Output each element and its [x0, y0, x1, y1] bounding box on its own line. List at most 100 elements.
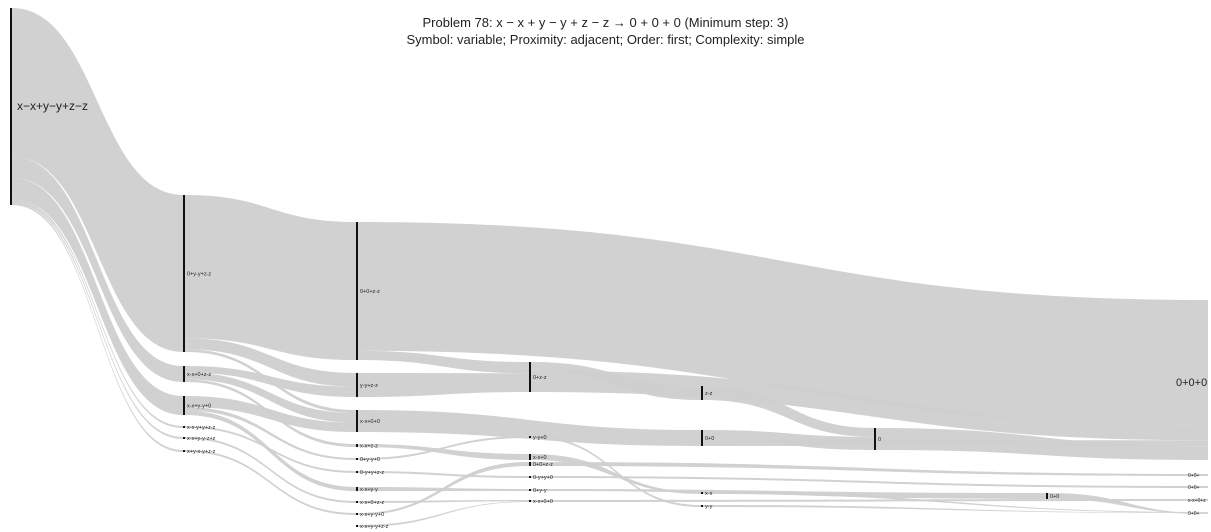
sankey-node-label: x-x+y-y — [360, 487, 378, 493]
sankey-link-n26-n34 — [703, 492, 1208, 513]
sankey-node-label: 0+0+0 — [1176, 377, 1207, 389]
sankey-nodes — [10, 8, 1048, 527]
sankey-links — [12, 8, 1208, 527]
sankey-node-label: x-x+0+0 — [360, 419, 380, 425]
sankey-link-n16-n23 — [358, 501, 529, 527]
sankey-link-n28-n30 — [876, 428, 1208, 460]
sankey-link-n0-n6 — [12, 203, 183, 452]
sankey-link-n11-n18 — [358, 436, 529, 460]
sankey-node-label: 0+0+ — [1188, 511, 1199, 517]
sankey-link-n24-n28 — [703, 386, 874, 437]
sankey-link-n27-n34 — [703, 505, 1208, 514]
sankey-link-n1-n7 — [185, 195, 356, 360]
sankey-node-label: x-x+y-y+0 — [187, 404, 211, 410]
sankey-node-label: y-y+z-z — [360, 383, 378, 389]
sankey-node-n3 — [183, 396, 185, 415]
chart-title: Problem 78: x − x + y − y + z − z → 0 + … — [0, 14, 1211, 48]
sankey-node-n12 — [356, 471, 358, 473]
sankey-node-label: x-x+0+z — [1188, 498, 1206, 504]
sankey-node-label: y-y — [705, 504, 713, 510]
sankey-link-n5-n14 — [185, 437, 356, 503]
title-line-2: Symbol: variable; Proximity: adjacent; O… — [406, 32, 805, 47]
sankey-node-n17 — [529, 362, 531, 392]
sankey-labels: x−x+y−y+z−z 0+y-y+z-z x-x+0+z-z x-x+y-y+0 x-… — [17, 99, 1207, 530]
sankey-node-label: y-y+0 — [533, 435, 547, 441]
sankey-link-n14-n23 — [358, 500, 529, 503]
sankey-link-n2-n9 — [185, 372, 356, 423]
sankey-node-n29 — [1046, 493, 1048, 499]
sankey-link-n0-n2 — [12, 156, 183, 382]
sankey-node-label: x−x+y−y+z−z — [17, 99, 88, 113]
sankey-node-label: x-x-y+y+z-z — [187, 425, 216, 431]
sankey-link-n10-n19 — [358, 444, 529, 460]
sankey-link-n21-n32 — [531, 476, 1208, 488]
sankey-node-label: x-x+y-y+z-z — [360, 524, 389, 530]
sankey-node-label: x-x+y-y+0 — [360, 512, 384, 518]
sankey-node-n1 — [183, 195, 185, 352]
sankey-node-n0 — [10, 8, 12, 205]
sankey-link-n8-n17 — [358, 373, 529, 397]
sankey-node-n10 — [356, 444, 358, 447]
sankey-link-n9-n25 — [358, 410, 701, 446]
sankey-node-label: 0+0 — [1050, 494, 1059, 500]
sankey-node-n21 — [529, 476, 531, 478]
sankey-node-n2 — [183, 366, 185, 382]
sankey-node-label: 0+0+ — [1188, 485, 1199, 491]
sankey-node-label: x-x+0 — [533, 455, 547, 461]
sankey-node-label: x-x+0+z-z — [187, 372, 211, 378]
sankey-node-n11 — [356, 458, 358, 460]
sankey-node-label: 0+0 — [705, 436, 714, 442]
sankey-node-n14 — [356, 501, 358, 503]
sankey-node-label: 0+z-z — [533, 375, 547, 381]
sankey-node-label: x-x — [705, 491, 713, 497]
sankey-node-n15 — [356, 513, 358, 515]
sankey-node-n18 — [529, 436, 531, 438]
sankey-node-label: z-z — [705, 391, 713, 397]
sankey-link-n0-n5 — [12, 201, 183, 439]
sankey-node-label: 0+0+z-z — [360, 289, 380, 295]
sankey-link-n0-n4 — [12, 199, 183, 428]
sankey-node-n7 — [356, 222, 358, 360]
sankey-link-n4-n12 — [185, 426, 356, 473]
sankey-node-n25 — [701, 430, 703, 446]
sankey-link-n20-n31 — [531, 462, 1208, 476]
sankey-node-n4 — [183, 426, 185, 428]
sankey-link-n6-n15 — [185, 450, 356, 515]
sankey-node-n26 — [701, 492, 703, 494]
sankey-node-label: x-x+y-y-z+z — [187, 436, 216, 442]
sankey-node-label: 0+y-y+z-z — [187, 272, 211, 278]
sankey-node-n28 — [874, 428, 876, 450]
sankey-link-n12-n21 — [358, 471, 529, 478]
sankey-link-n1-n8 — [185, 338, 356, 387]
sankey-link-n29-n34 — [1048, 493, 1208, 514]
sankey-node-label: 0+y-y+0 — [360, 457, 380, 463]
sankey-node-label: x-x+0+z-z — [360, 500, 384, 506]
sankey-link-n7-n17 — [358, 350, 529, 374]
sankey-node-n5 — [183, 437, 185, 439]
sankey-node-label: x-x+0+0 — [533, 499, 553, 505]
sankey-node-n16 — [356, 525, 358, 527]
sankey-node-n24 — [701, 386, 703, 400]
sankey-node-label: 0-y+y+z-z — [360, 470, 384, 476]
sankey-node-label: x-x+z-z — [360, 444, 378, 450]
sankey-node-label: x+y-x-y+z-z — [187, 449, 216, 455]
sankey-node-label: 0 — [878, 437, 881, 443]
sankey-node-label: 0+0+z-z — [533, 462, 553, 468]
sankey-node-label: 0+0+ — [1188, 473, 1199, 479]
sankey-node-n6 — [183, 450, 185, 452]
sankey-link-n3-n13 — [185, 410, 356, 491]
sankey-link-n7-n30 — [358, 222, 1208, 426]
sankey-node-n13 — [356, 487, 358, 491]
sankey-node-n19 — [529, 454, 531, 460]
sankey-link-n0-n3 — [12, 177, 183, 415]
sankey-link-n19-n26 — [531, 454, 701, 494]
sankey-node-n27 — [701, 505, 703, 507]
sankey-link-n18-n27 — [531, 436, 701, 507]
sankey-link-n23-n33 — [531, 499, 1208, 502]
sankey-link-n3-n9 — [185, 396, 356, 432]
sankey-node-label: 0-y+y+0 — [533, 475, 553, 481]
sankey-link-n0-n1 — [12, 8, 183, 352]
sankey-link-n2-n8 — [185, 366, 356, 397]
sankey-node-n9 — [356, 410, 358, 432]
